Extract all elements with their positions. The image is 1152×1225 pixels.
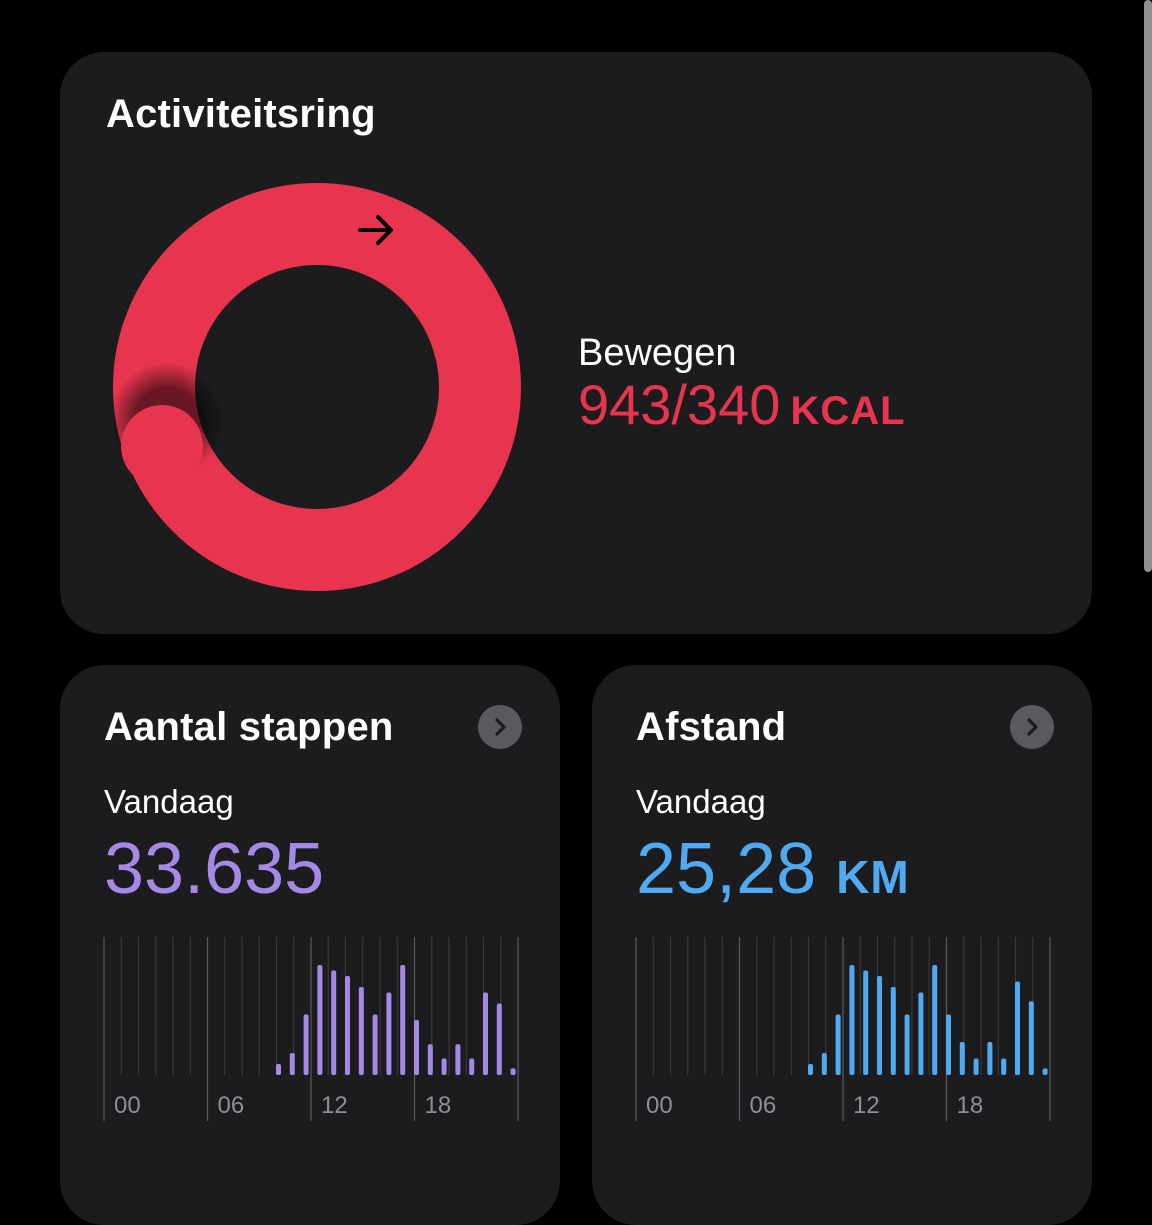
hour-bar: [932, 965, 938, 1075]
distance-value: 25,28 KM: [636, 827, 910, 919]
hour-bar: [427, 1044, 433, 1075]
axis-label: 12: [321, 1092, 348, 1119]
hour-bar: [1042, 1068, 1048, 1075]
ring-cap: [121, 405, 203, 487]
hour-bar: [303, 1014, 309, 1075]
move-label: Bewegen: [578, 332, 737, 374]
card-title: Aantal stappen: [104, 705, 394, 749]
arrow-right-icon: [358, 215, 393, 245]
hour-bar: [441, 1058, 447, 1075]
hour-bar: [863, 970, 869, 1075]
steps-hourly-chart: 00 06 12 18: [103, 937, 519, 1121]
hour-bar: [345, 976, 350, 1075]
hour-bar: [808, 1064, 813, 1075]
hour-bar: [400, 965, 406, 1075]
hour-bar: [946, 1014, 951, 1075]
hour-bar: [510, 1068, 516, 1075]
activity-ring-card[interactable]: Activiteitsring Bewegen 943/340 KCAL: [60, 52, 1092, 634]
period-label: Vandaag: [636, 783, 766, 820]
hour-bar: [469, 1058, 475, 1075]
hour-bar: [317, 965, 323, 1075]
activity-ring: [112, 183, 521, 591]
axis-label: 12: [853, 1092, 880, 1119]
axis-label: 06: [218, 1092, 245, 1119]
chevron-right-icon: [1027, 718, 1038, 736]
steps-chevron-button[interactable]: [478, 705, 522, 749]
distance-chevron-button[interactable]: [1010, 705, 1054, 749]
distance-unit: KM: [836, 851, 910, 903]
hour-bar: [1015, 981, 1020, 1075]
hour-bar: [496, 1003, 502, 1075]
hour-bar: [890, 987, 896, 1075]
hour-bar: [849, 965, 855, 1075]
hour-bar: [918, 992, 924, 1075]
hour-bar: [877, 976, 882, 1075]
steps-value-number: 33.635: [104, 829, 325, 909]
axis-label: 00: [114, 1092, 141, 1119]
steps-card[interactable]: Aantal stappen Vandaag 33.635 00 06 12 18: [60, 665, 560, 1225]
hour-bar: [414, 1020, 419, 1075]
hour-bar: [289, 1053, 295, 1075]
card-title: Afstand: [636, 705, 787, 749]
axis-label: 06: [750, 1092, 777, 1119]
hour-bar: [821, 1053, 827, 1075]
hour-bar: [483, 992, 488, 1075]
distance-value-number: 25,28: [636, 829, 817, 909]
distance-hourly-chart: 00 06 12 18: [635, 937, 1051, 1121]
page-scrollbar[interactable]: [1144, 0, 1152, 572]
hour-bar: [987, 1042, 993, 1075]
chevron-right-icon: [495, 718, 506, 736]
hour-bar: [959, 1042, 965, 1075]
hour-bar: [386, 992, 392, 1075]
hour-bar: [276, 1064, 281, 1075]
move-value-number: 943/340: [578, 373, 781, 436]
axis-label: 00: [646, 1092, 673, 1119]
hour-bar: [835, 1014, 841, 1075]
hour-bar: [372, 1014, 378, 1075]
move-value: 943/340 KCAL: [578, 372, 906, 444]
hour-bar: [358, 987, 364, 1075]
hour-bar: [1001, 1058, 1007, 1075]
move-unit: KCAL: [790, 389, 906, 433]
axis-label: 18: [957, 1092, 984, 1119]
steps-value: 33.635: [104, 827, 324, 911]
axis-label: 18: [425, 1092, 452, 1119]
distance-card[interactable]: Afstand Vandaag 25,28 KM 00 06 12 18: [592, 665, 1092, 1225]
hour-bar: [1028, 1001, 1034, 1075]
hour-bar: [973, 1058, 979, 1075]
period-label: Vandaag: [104, 783, 234, 820]
card-title: Activiteitsring: [106, 92, 376, 136]
hour-bar: [904, 1014, 910, 1075]
hour-bar: [455, 1044, 461, 1075]
hour-bar: [331, 970, 337, 1075]
